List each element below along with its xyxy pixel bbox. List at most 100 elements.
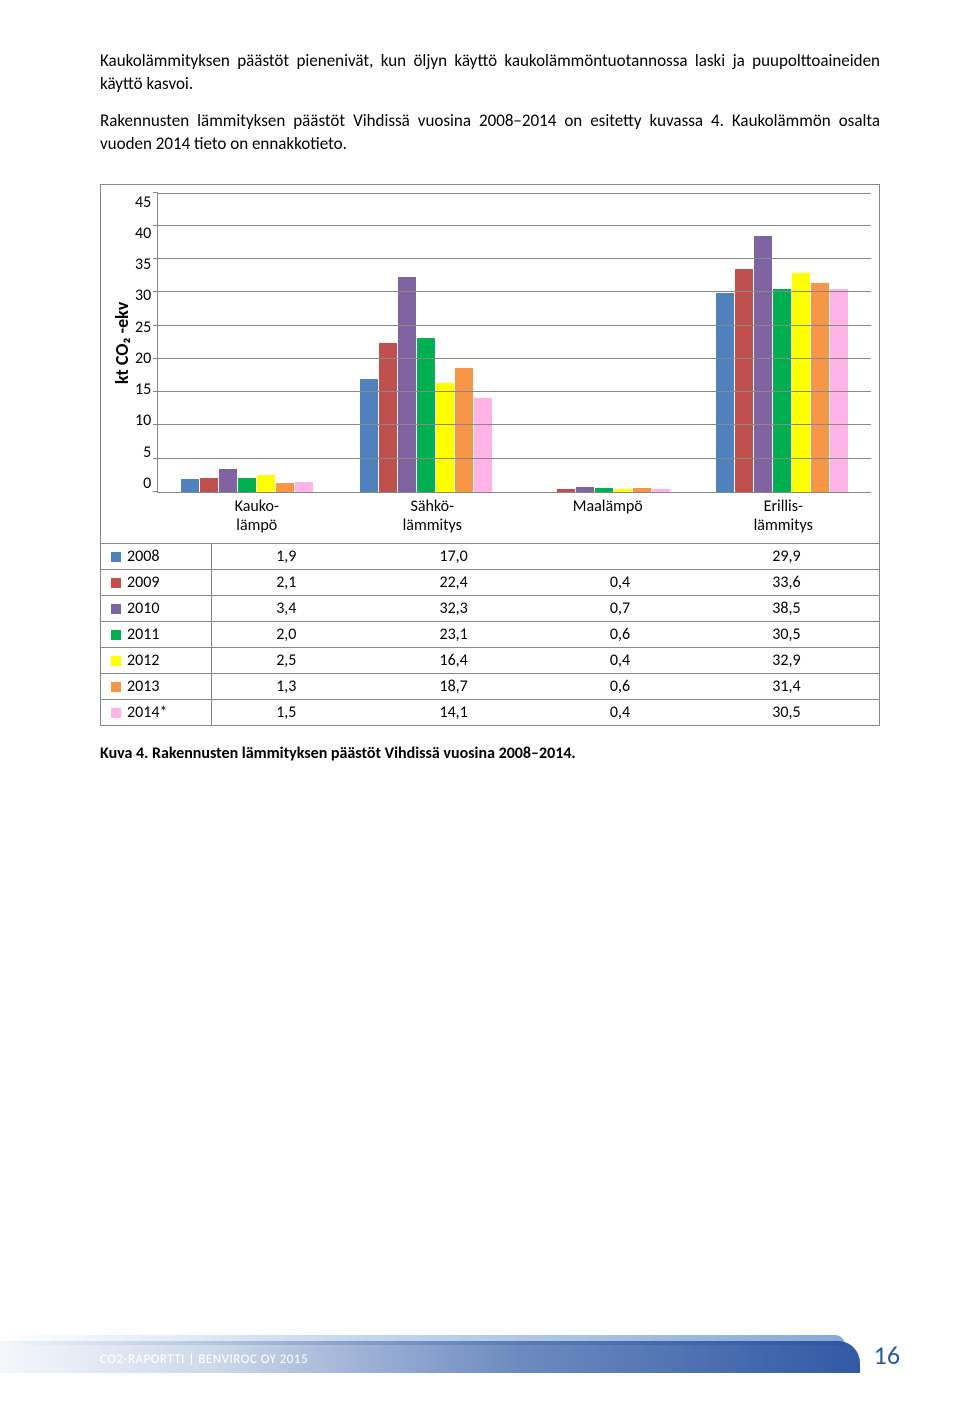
table-cell: 22,4 [361, 569, 546, 595]
ytick-label: 45 [135, 193, 151, 212]
bar [455, 368, 473, 492]
bar [417, 338, 435, 491]
table-cell: 16,4 [361, 647, 546, 673]
bar-group [693, 193, 871, 492]
ytick-label: 15 [135, 380, 151, 399]
table-cell: 38,5 [694, 595, 879, 621]
bar-group [158, 193, 336, 492]
xtick-label: Maalämpö [520, 493, 696, 543]
chart-caption: Kuva 4. Rakennusten lämmityksen päästöt … [100, 744, 880, 763]
bar [398, 277, 416, 492]
table-cell: 30,5 [694, 621, 879, 647]
table-row: 2009 2,122,40,433,6 [101, 569, 879, 595]
bar [716, 293, 734, 492]
table-cell: 0,7 [546, 595, 694, 621]
bar-group [515, 193, 693, 492]
table-cell: 14,1 [361, 699, 546, 725]
table-cell: 2,1 [211, 569, 361, 595]
ytick-label: 25 [135, 318, 151, 337]
bar [200, 478, 218, 492]
table-cell: 0,4 [546, 647, 694, 673]
xtick-label: Sähkö-lämmitys [345, 493, 521, 543]
table-cell: 0,4 [546, 569, 694, 595]
xtick-label: Erillis-lämmitys [696, 493, 872, 543]
chart-plot-area [157, 193, 871, 493]
chart-xaxis: Kauko-lämpöSähkö-lämmitysMaalämpöErillis… [169, 493, 871, 543]
bar [360, 379, 378, 492]
table-cell: 0,6 [546, 621, 694, 647]
table-row: 2011 2,023,10,630,5 [101, 621, 879, 647]
table-cell: 29,9 [694, 543, 879, 569]
ytick-label: 5 [143, 443, 151, 462]
bar [295, 482, 313, 492]
series-year: 2014* [127, 703, 167, 722]
page-number: 16 [874, 1339, 900, 1371]
legend-square [111, 552, 121, 562]
bar [754, 236, 772, 492]
table-cell: 1,3 [211, 673, 361, 699]
table-row: 2012 2,516,40,432,9 [101, 647, 879, 673]
table-cell: 1,5 [211, 699, 361, 725]
ytick-label: 10 [135, 411, 151, 430]
legend-square [111, 578, 121, 588]
bar [257, 475, 275, 492]
series-year: 2013 [127, 677, 159, 696]
bar [181, 479, 199, 492]
legend-square [111, 682, 121, 692]
table-row: 20103,432,30,738,5 [101, 595, 879, 621]
chart-data-table: 20081,917,029,920092,122,40,433,620103,4… [101, 543, 879, 725]
ytick-label: 0 [143, 474, 151, 493]
legend-square [111, 604, 121, 614]
bar [219, 469, 237, 492]
table-row: 2014* 1,514,10,430,5 [101, 699, 879, 725]
table-cell: 2,0 [211, 621, 361, 647]
paragraph-1: Kaukolämmityksen päästöt pienenivät, kun… [100, 50, 880, 96]
series-year: 2009 [127, 573, 159, 592]
series-year: 2011 [127, 625, 159, 644]
xtick-label: Kauko-lämpö [169, 493, 345, 543]
footer-text: CO2-RAPORTTI | BENVIROC OY 2015 [100, 1352, 308, 1367]
bar [633, 488, 651, 492]
paragraph-2: Rakennusten lämmityksen päästöt Vihdissä… [100, 110, 880, 156]
table-cell: 33,6 [694, 569, 879, 595]
bar [595, 488, 613, 492]
bar [652, 489, 670, 492]
bar-group [336, 193, 514, 492]
legend-square [111, 630, 121, 640]
chart-ylabel: kt CO₂ -ekv [109, 193, 135, 493]
legend-square [111, 708, 121, 718]
table-cell: 23,1 [361, 621, 546, 647]
bar [576, 487, 594, 492]
table-cell: 32,9 [694, 647, 879, 673]
table-cell: 2,5 [211, 647, 361, 673]
bar [379, 343, 397, 492]
ytick-label: 20 [135, 349, 151, 368]
ytick-label: 35 [135, 255, 151, 274]
table-cell: 32,3 [361, 595, 546, 621]
series-year: 2008 [127, 547, 159, 566]
ytick-label: 30 [135, 286, 151, 305]
bar [557, 489, 575, 492]
table-cell: 31,4 [694, 673, 879, 699]
table-cell [546, 543, 694, 569]
bar [436, 383, 454, 492]
bar [474, 398, 492, 492]
bar [276, 483, 294, 492]
table-cell: 3,4 [211, 595, 361, 621]
table-cell: 17,0 [361, 543, 546, 569]
ytick-label: 40 [135, 224, 151, 243]
chart-yaxis: 45 40 35 30 25 20 15 10 5 0 [135, 193, 157, 493]
bar [614, 489, 632, 492]
table-row: 2008 1,917,0 29,9 [101, 543, 879, 569]
table-row: 2013 1,318,70,631,4 [101, 673, 879, 699]
bar [238, 478, 256, 491]
bar [811, 283, 829, 492]
bar [792, 273, 810, 492]
series-year: 2012 [127, 651, 159, 670]
table-cell: 18,7 [361, 673, 546, 699]
table-cell: 0,4 [546, 699, 694, 725]
table-cell: 0,6 [546, 673, 694, 699]
table-cell: 1,9 [211, 543, 361, 569]
page-footer: CO2-RAPORTTI | BENVIROC OY 2015 16 [0, 1331, 960, 1373]
table-cell: 30,5 [694, 699, 879, 725]
